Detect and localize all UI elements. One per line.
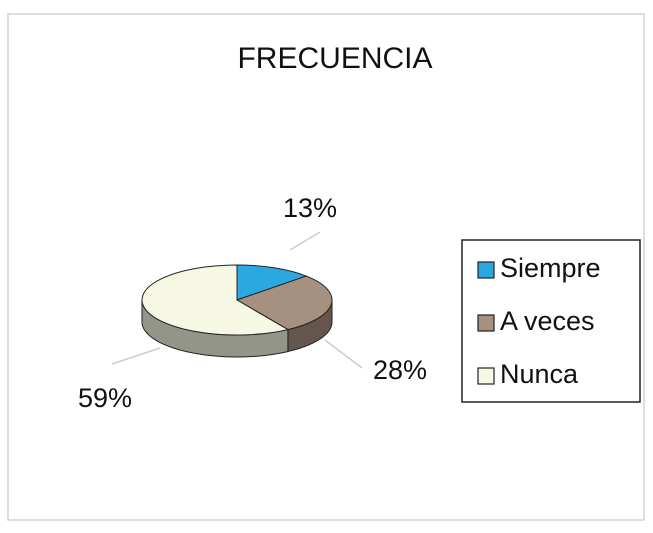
legend-swatch — [477, 261, 495, 279]
legend-swatch — [477, 367, 495, 385]
legend-label: Nunca — [500, 359, 579, 389]
legend-swatch — [477, 314, 495, 332]
chart-title: FRECUENCIA — [237, 42, 432, 75]
leader-line — [289, 231, 321, 251]
pie-slice — [141, 264, 290, 336]
legend-label: Siempre — [500, 253, 601, 283]
data-label: 13% — [283, 193, 337, 223]
data-label: 59% — [78, 383, 132, 413]
leader-line — [324, 339, 363, 369]
pie-slice — [235, 275, 333, 331]
data-label: 28% — [373, 355, 427, 385]
leader-line — [111, 347, 161, 365]
legend-label: A veces — [500, 306, 595, 336]
pie-slice — [236, 264, 308, 301]
